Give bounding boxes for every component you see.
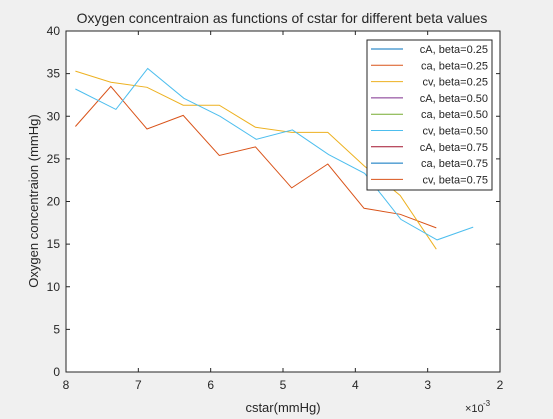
y-tick-label: 25 (47, 152, 61, 166)
legend-item: ca, beta=0.75 (371, 158, 488, 170)
x-tick-label: 4 (352, 378, 359, 392)
y-tick-label: 20 (47, 195, 61, 209)
x-exponent-label: ×10 -3 (465, 399, 491, 415)
legend-item: cv, beta=0.75 (371, 174, 488, 186)
x-exponent-base: ×10 (465, 403, 484, 415)
legend-label: cA, beta=0.25 (420, 44, 488, 56)
y-tick-label: 35 (47, 67, 61, 81)
legend-item: cv, beta=0.25 (371, 77, 488, 89)
legend-label: cA, beta=0.75 (420, 142, 488, 154)
legend-label: ca, beta=0.50 (421, 109, 488, 121)
y-tick-label: 10 (47, 280, 61, 294)
y-tick-label: 0 (53, 365, 60, 379)
x-tick-label: 5 (280, 378, 287, 392)
legend-label: cA, beta=0.50 (420, 93, 488, 105)
x-tick-label: 3 (424, 378, 431, 392)
chart-title: Oxygen concentraion as functions of csta… (77, 10, 488, 26)
legend-item: ca, beta=0.25 (371, 60, 488, 72)
x-tick-label: 6 (207, 378, 214, 392)
y-tick-label: 15 (47, 237, 61, 251)
x-tick-label: 7 (135, 378, 142, 392)
y-tick-label: 5 (53, 322, 60, 336)
legend-label: cv, beta=0.75 (422, 174, 488, 186)
x-tick-label: 2 (497, 378, 504, 392)
y-axis-label: Oxygen concentraion (mmHg) (26, 114, 41, 287)
series-line-2 (75, 85, 437, 229)
legend-item: ca, beta=0.50 (371, 109, 488, 121)
legend-item: cv, beta=0.50 (371, 126, 488, 138)
y-tick-label: 30 (47, 109, 61, 123)
x-axis-label: cstar(mmHg) (245, 400, 320, 415)
x-exponent-power: -3 (483, 399, 491, 408)
legend-item: cA, beta=0.75 (371, 142, 488, 154)
x-tick-label: 8 (63, 378, 70, 392)
legend: cA, beta=0.25 ca, beta=0.25 cv, beta=0.25 c… (366, 39, 493, 191)
legend-item: cA, beta=0.25 (371, 44, 488, 56)
legend-item: cA, beta=0.50 (371, 93, 488, 105)
y-tick-label: 40 (47, 24, 61, 38)
legend-label: cv, beta=0.50 (422, 126, 488, 138)
legend-label: ca, beta=0.25 (421, 60, 488, 72)
legend-label: cv, beta=0.25 (422, 77, 488, 89)
series-line-6 (75, 67, 474, 241)
legend-label: ca, beta=0.75 (421, 158, 488, 170)
